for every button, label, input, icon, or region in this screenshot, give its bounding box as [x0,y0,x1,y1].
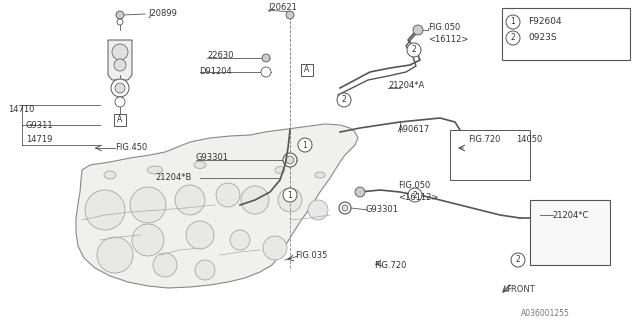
Ellipse shape [315,172,325,178]
Text: FIG.035: FIG.035 [295,251,328,260]
Circle shape [286,156,294,164]
Ellipse shape [147,166,163,174]
Circle shape [506,15,520,29]
Circle shape [216,183,240,207]
Text: 21204*B: 21204*B [155,173,191,182]
Circle shape [511,253,525,267]
Text: A036001255: A036001255 [521,308,570,317]
Polygon shape [108,40,132,80]
Text: 14050: 14050 [516,135,542,145]
Circle shape [286,11,294,19]
Circle shape [195,260,215,280]
Circle shape [263,236,287,260]
Bar [530,200,610,265]
Text: FIG.720: FIG.720 [468,135,500,145]
Circle shape [112,44,128,60]
Text: A90617: A90617 [398,125,430,134]
Circle shape [111,79,129,97]
Circle shape [97,237,133,273]
Circle shape [413,25,423,35]
Text: J20899: J20899 [148,10,177,19]
Text: 1: 1 [287,190,292,199]
Text: 14710: 14710 [8,106,35,115]
Circle shape [407,43,421,57]
Circle shape [261,67,271,77]
Circle shape [308,200,328,220]
Text: 2: 2 [412,45,417,54]
Bar [114,114,126,126]
Bar [301,64,313,76]
Text: FIG.050: FIG.050 [398,180,430,189]
Text: FIG.050: FIG.050 [428,23,460,33]
Text: 21204*C: 21204*C [552,211,588,220]
Circle shape [355,187,365,197]
Text: 2: 2 [516,255,520,265]
Text: F92604: F92604 [528,18,562,27]
Text: 1: 1 [511,18,515,27]
Ellipse shape [275,166,285,173]
Circle shape [262,54,270,62]
Circle shape [115,97,125,107]
Polygon shape [76,124,358,288]
Text: G93301: G93301 [196,154,229,163]
Circle shape [337,93,351,107]
Ellipse shape [194,162,206,169]
Text: G93301: G93301 [366,205,399,214]
Text: 0923S: 0923S [528,34,557,43]
Circle shape [506,31,520,45]
Circle shape [283,188,297,202]
Circle shape [115,83,125,93]
Circle shape [408,188,422,202]
Circle shape [342,205,348,211]
Text: FIG.720: FIG.720 [374,260,406,269]
Circle shape [114,59,126,71]
Circle shape [116,11,124,19]
Circle shape [298,138,312,152]
Circle shape [175,185,205,215]
Circle shape [241,186,269,214]
Text: 2: 2 [511,34,515,43]
Circle shape [512,254,524,266]
Text: 21204*A: 21204*A [388,82,424,91]
Ellipse shape [104,171,116,179]
Circle shape [278,188,302,212]
Circle shape [153,253,177,277]
Circle shape [186,221,214,249]
Circle shape [132,224,164,256]
Text: 2: 2 [413,190,417,199]
Text: <16112>: <16112> [428,36,468,44]
Text: 2: 2 [342,95,346,105]
Circle shape [283,153,297,167]
Circle shape [85,190,125,230]
Text: <16112>: <16112> [398,193,438,202]
Text: D91204: D91204 [199,68,232,76]
Text: A: A [117,116,123,124]
Text: FRONT: FRONT [506,285,535,294]
Circle shape [130,187,166,223]
Circle shape [230,230,250,250]
Bar [450,130,530,180]
Text: A: A [305,66,310,75]
Text: 22630: 22630 [207,51,234,60]
Text: J20621: J20621 [268,4,297,12]
Circle shape [117,19,123,25]
Text: FIG.450: FIG.450 [115,143,147,153]
Text: G9311: G9311 [26,121,54,130]
Circle shape [339,202,351,214]
Bar [502,8,630,60]
Text: 14719: 14719 [26,135,52,145]
Text: 1: 1 [303,140,307,149]
Circle shape [339,95,349,105]
